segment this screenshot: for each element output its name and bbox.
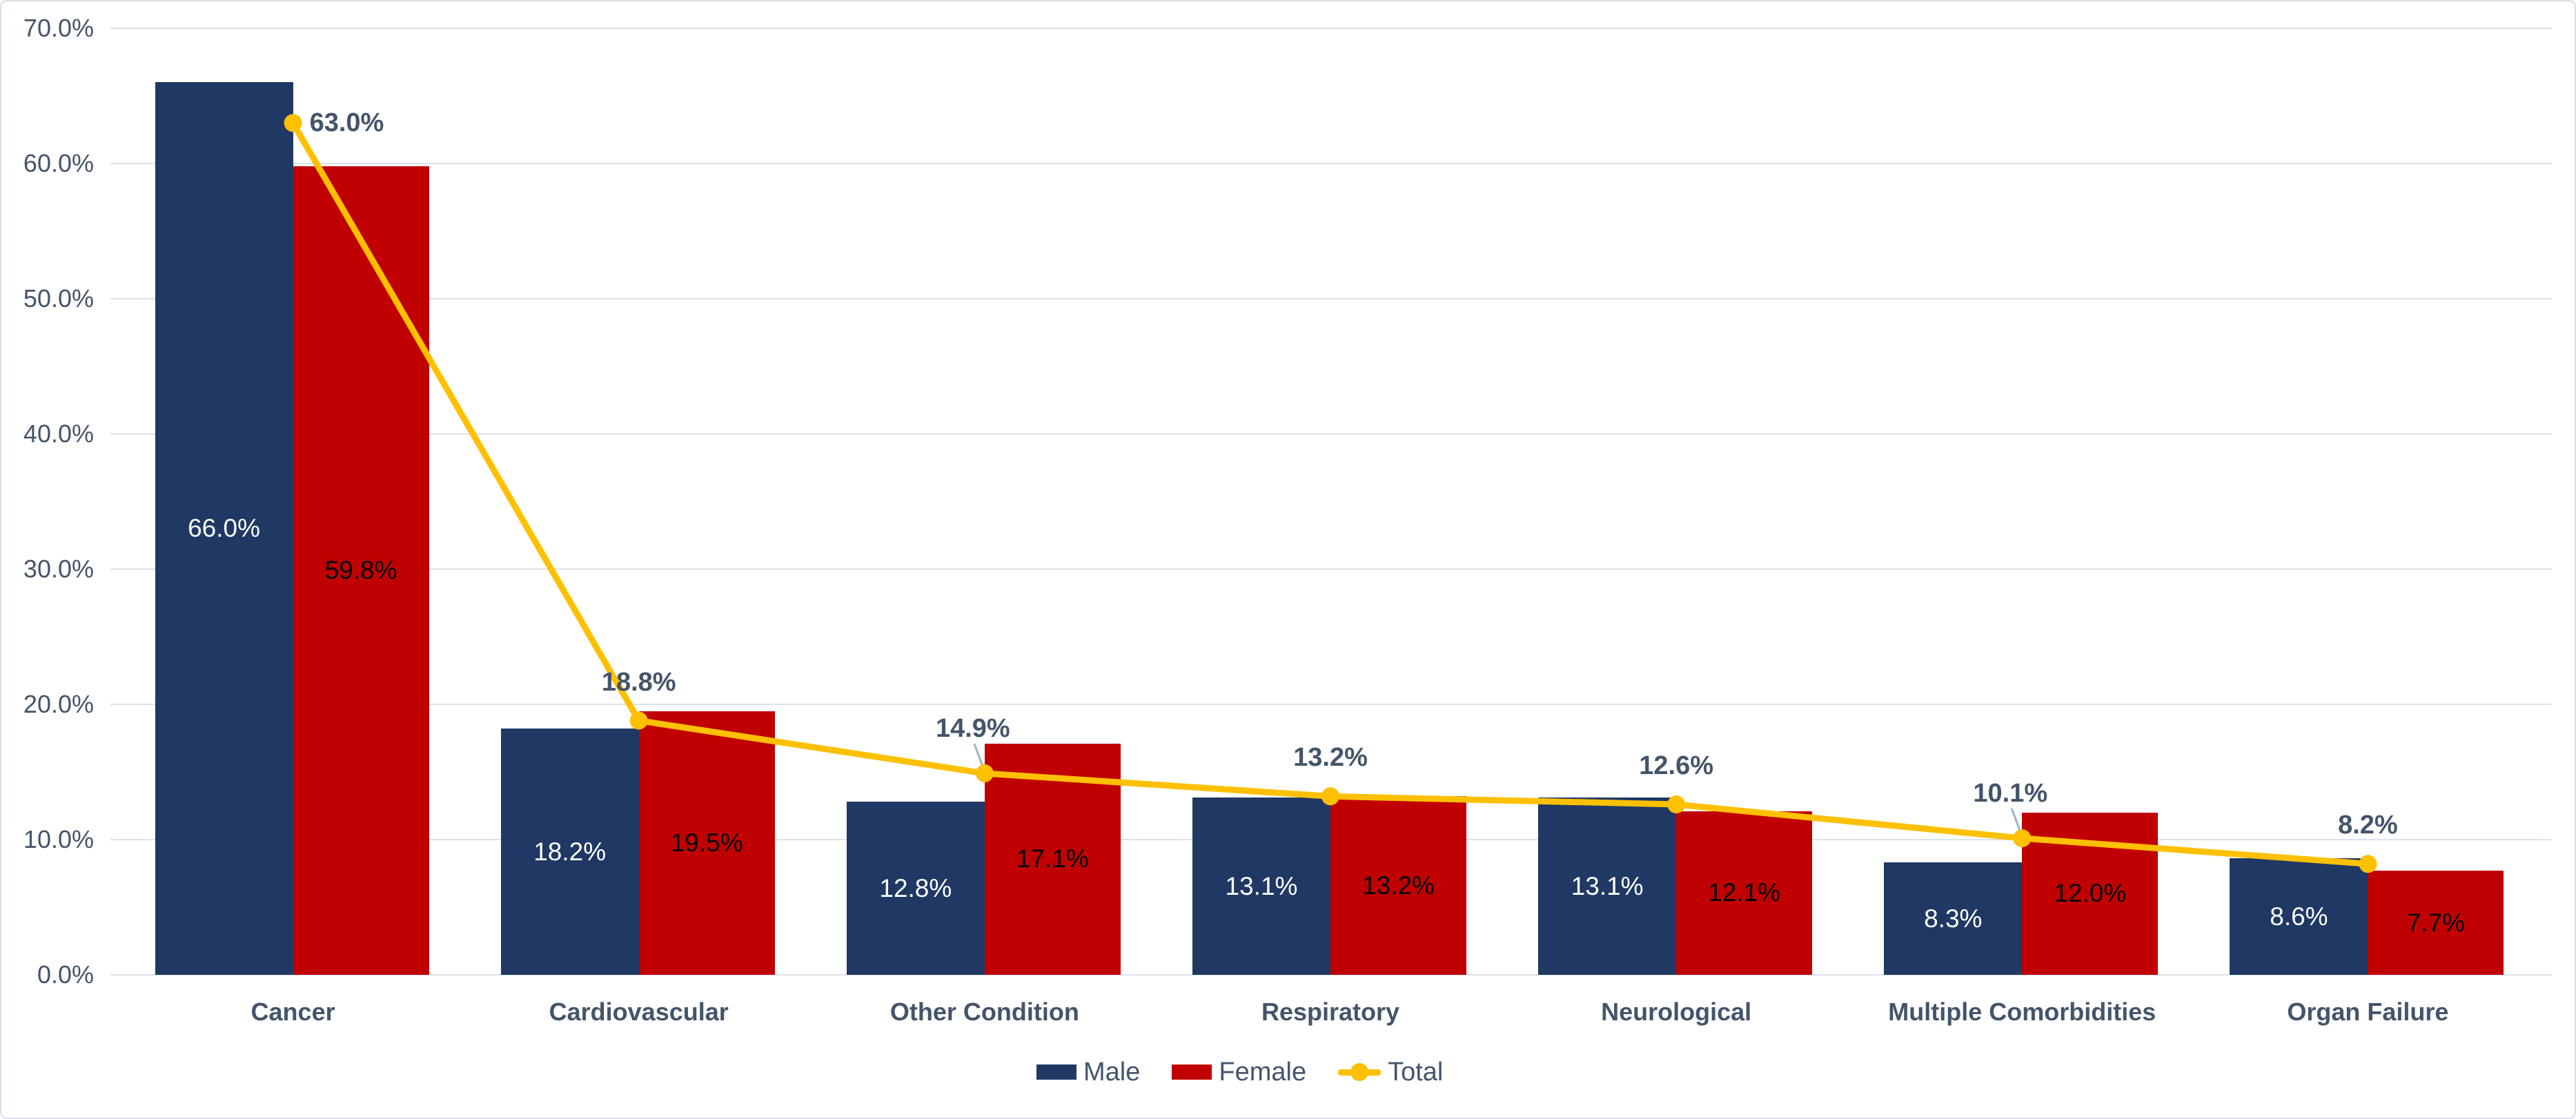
y-axis-tick-label: 70.0%: [23, 14, 94, 42]
bar-label-female-neurological: 12.1%: [1708, 878, 1781, 907]
total-marker: [2359, 855, 2377, 873]
legend-label-total: Total: [1388, 1057, 1444, 1087]
bar-label-female-other-condition: 17.1%: [1016, 844, 1089, 873]
total-marker: [1667, 795, 1686, 814]
total-line-swatch: [1338, 1062, 1382, 1082]
bar-label-male-other-condition: 12.8%: [879, 873, 952, 902]
total-label-organ-failure: 8.2%: [2338, 811, 2398, 840]
bar-label-female-organ-failure: 7.7%: [2406, 908, 2466, 937]
total-marker: [2013, 829, 2032, 848]
legend-item-female: Female: [1172, 1058, 1306, 1087]
category-label-multiple-comorbidities: Multiple Comorbidities: [1888, 998, 2156, 1026]
bar-label-male-cardiovascular: 18.2%: [533, 837, 607, 866]
total-label-cancer: 63.0%: [309, 108, 384, 138]
bar-label-male-organ-failure: 8.6%: [2270, 902, 2328, 931]
y-axis-tick-label: 10.0%: [23, 825, 94, 853]
legend-label-male: Male: [1083, 1057, 1141, 1087]
legend: Male Female Total: [1036, 1053, 1443, 1091]
bar-label-male-cancer: 66.0%: [188, 514, 261, 543]
total-label-multiple-comorbidities: 10.1%: [1973, 779, 2048, 809]
bar-male-multiple-comorbidities: [1884, 862, 2023, 975]
bar-male-organ-failure: [2230, 858, 2368, 975]
bar-male-neurological: [1538, 798, 1677, 975]
bar-label-female-cardiovascular: 19.5%: [670, 828, 743, 857]
category-label-respiratory: Respiratory: [1261, 998, 1400, 1026]
bar-label-male-neurological: 13.1%: [1571, 871, 1644, 900]
total-marker: [975, 764, 994, 782]
total-label-leader-line: [973, 743, 985, 769]
bar-male-cardiovascular: [500, 729, 639, 975]
category-label-cancer: Cancer: [250, 998, 335, 1026]
total-label-leader-line: [2010, 808, 2022, 833]
bar-label-female-multiple-comorbidities: 12.0%: [2054, 879, 2127, 908]
legend-label-female: Female: [1219, 1057, 1307, 1087]
male-series-swatch: [1036, 1064, 1076, 1080]
bar-female-cardiovascular: [638, 711, 775, 975]
gridline: [110, 568, 2552, 570]
bar-label-female-respiratory: 13.2%: [1362, 871, 1435, 900]
total-label-neurological: 12.6%: [1639, 751, 1714, 781]
bar-label-female-cancer: 59.8%: [324, 555, 397, 584]
gridline: [110, 704, 2552, 705]
total-marker: [1321, 787, 1339, 806]
bar-male-cancer: [155, 82, 293, 975]
legend-item-male: Male: [1036, 1058, 1140, 1087]
bar-male-respiratory: [1192, 798, 1330, 975]
y-axis-tick-label: 40.0%: [23, 419, 94, 448]
category-label-organ-failure: Organ Failure: [2287, 998, 2449, 1026]
y-axis-tick-label: 60.0%: [23, 149, 94, 177]
category-label-cardiovascular: Cardiovascular: [549, 998, 729, 1026]
bar-female-organ-failure: [2368, 871, 2504, 975]
category-label-other-condition: Other Condition: [889, 998, 1079, 1026]
total-marker: [629, 711, 648, 730]
bar-female-respiratory: [1330, 796, 1466, 975]
gridline: [110, 298, 2552, 299]
bar-female-cancer: [293, 166, 429, 975]
total-label-respiratory: 13.2%: [1293, 743, 1368, 773]
female-series-swatch: [1172, 1064, 1212, 1080]
total-label-other-condition: 14.9%: [935, 713, 1010, 743]
y-axis-tick-label: 30.0%: [23, 555, 94, 583]
gridline: [110, 28, 2552, 29]
y-axis-tick-label: 20.0%: [23, 690, 94, 718]
total-label-cardiovascular: 18.8%: [601, 667, 676, 697]
y-axis-tick-label: 50.0%: [23, 284, 94, 313]
bar-label-male-multiple-comorbidities: 8.3%: [1924, 904, 1983, 933]
bar-female-neurological: [1676, 811, 1813, 975]
bar-male-other-condition: [846, 802, 985, 975]
gridline: [110, 974, 2552, 976]
gridline: [110, 163, 2552, 164]
total-marker: [284, 114, 302, 132]
bar-label-male-respiratory: 13.1%: [1225, 871, 1298, 900]
category-label-neurological: Neurological: [1601, 998, 1752, 1026]
y-axis-tick-label: 0.0%: [37, 960, 94, 989]
gridline: [110, 433, 2552, 435]
legend-item-total: Total: [1338, 1058, 1443, 1087]
